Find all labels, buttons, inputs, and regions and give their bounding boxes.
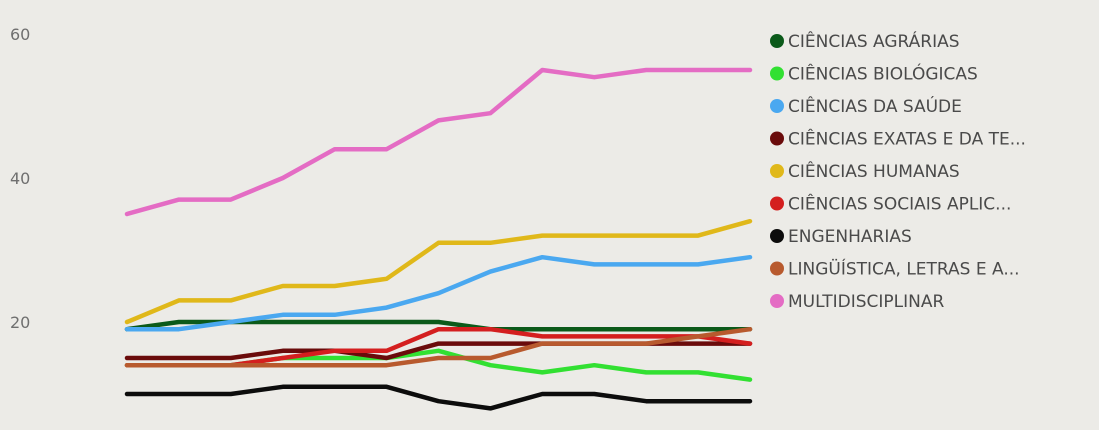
legend-label: MULTIDISCIPLINAR	[788, 292, 945, 312]
legend-item[interactable]: CIÊNCIAS DA SAÚDE	[770, 95, 962, 117]
legend-label: LINGÜÍSTICA, LETRAS E A...	[788, 258, 1020, 280]
legend-marker	[770, 229, 784, 243]
series-line	[124, 384, 753, 411]
legend-label: CIÊNCIAS DA SAÚDE	[788, 95, 962, 117]
legend-marker	[770, 196, 784, 211]
legend-label: ENGENHARIAS	[788, 227, 912, 247]
legend-label: CIÊNCIAS HUMANAS	[788, 160, 960, 182]
legend-label: CIÊNCIAS AGRÁRIAS	[788, 30, 960, 52]
legend-marker	[770, 66, 784, 81]
legend-item[interactable]: ENGENHARIAS	[770, 227, 912, 247]
series-line	[124, 326, 753, 368]
legend-marker	[770, 164, 784, 178]
y-tick-label: 40	[10, 169, 30, 188]
legend-item[interactable]: CIÊNCIAS SOCIAIS APLIC...	[770, 193, 1011, 215]
legend-item[interactable]: LINGÜÍSTICA, LETRAS E A...	[770, 258, 1020, 280]
y-tick-label: 60	[10, 25, 30, 44]
y-tick-label: 20	[10, 313, 30, 332]
series-line	[124, 254, 753, 332]
legend-item[interactable]: CIÊNCIAS EXATAS E DA TE...	[770, 128, 1026, 150]
legend-marker	[770, 34, 784, 48]
legend-marker	[770, 99, 784, 113]
legend-marker	[770, 131, 784, 146]
legend-label: CIÊNCIAS EXATAS E DA TE...	[788, 128, 1026, 150]
y-axis: 20 40 60	[10, 25, 30, 332]
legend-label: CIÊNCIAS BIOLÓGICAS	[788, 63, 978, 85]
legend-item[interactable]: CIÊNCIAS AGRÁRIAS	[770, 30, 960, 52]
legend-item[interactable]: MULTIDISCIPLINAR	[770, 292, 945, 312]
series-line	[124, 67, 753, 217]
legend: CIÊNCIAS AGRÁRIAS CIÊNCIAS BIOLÓGICAS CIÊN…	[770, 30, 1026, 312]
plot-area	[124, 67, 753, 411]
legend-label: CIÊNCIAS SOCIAIS APLIC...	[788, 193, 1011, 215]
legend-marker	[770, 294, 784, 308]
legend-item[interactable]: CIÊNCIAS BIOLÓGICAS	[770, 63, 978, 85]
legend-item[interactable]: CIÊNCIAS HUMANAS	[770, 160, 960, 182]
legend-marker	[770, 261, 784, 276]
series-line	[124, 218, 753, 325]
